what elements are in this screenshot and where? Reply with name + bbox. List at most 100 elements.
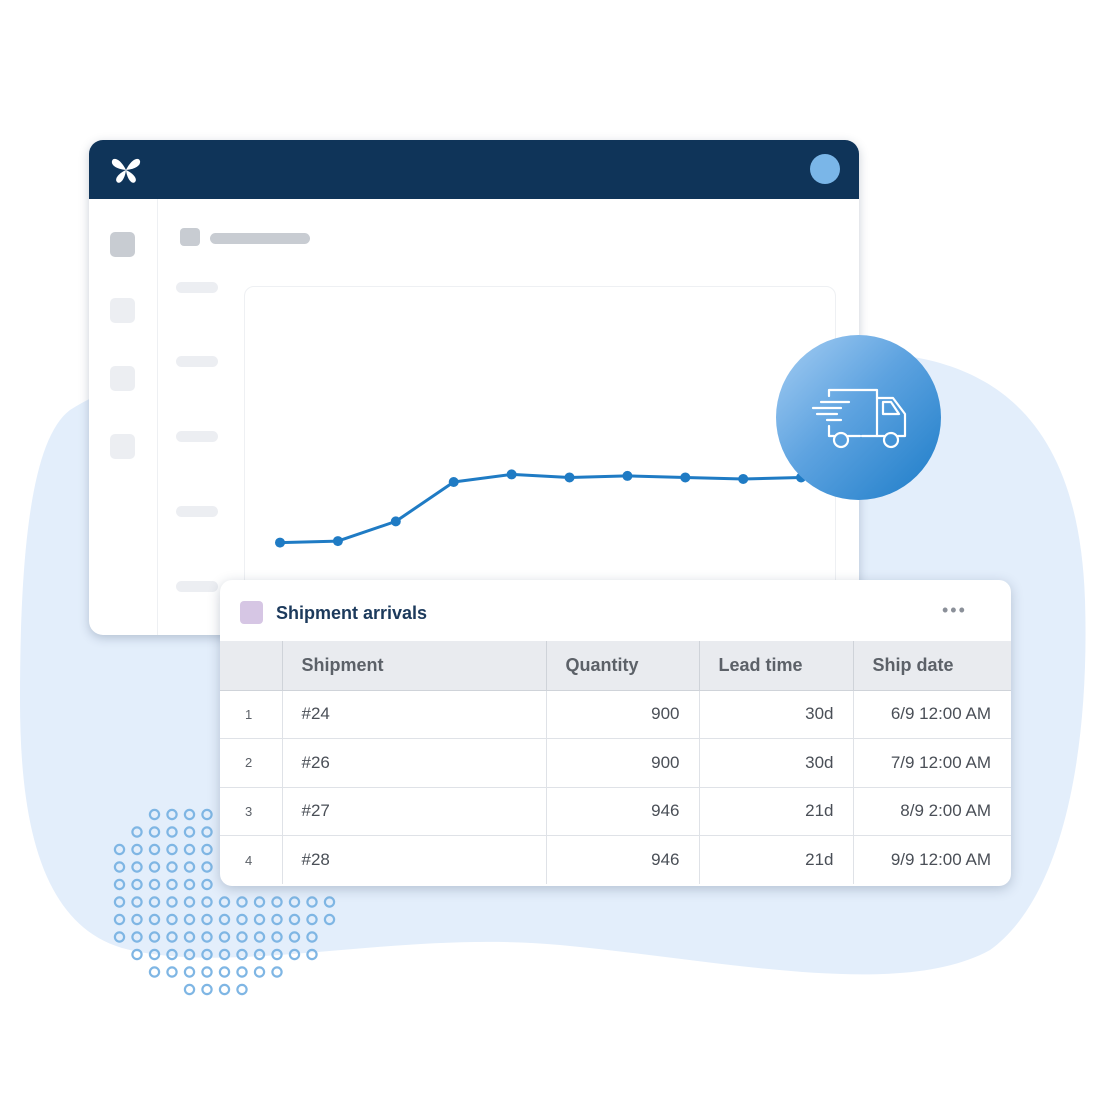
- pattern-dot: [288, 948, 301, 961]
- more-options-icon[interactable]: •••: [942, 600, 967, 620]
- pattern-dot: [201, 878, 213, 891]
- pattern-dot: [166, 826, 178, 838]
- pattern-dot: [131, 913, 143, 926]
- table-icon: [240, 601, 263, 624]
- cell-lead-time[interactable]: 30d: [699, 690, 854, 739]
- table-row[interactable]: 4 #28 946 21d 9/9 12:00 AM: [220, 835, 1011, 884]
- cell-quantity[interactable]: 900: [546, 690, 700, 739]
- pattern-dot: [148, 843, 161, 856]
- column-header-ship-date[interactable]: Ship date: [853, 641, 1011, 691]
- pattern-dot: [253, 948, 266, 961]
- pattern-dot: [253, 931, 266, 943]
- app-window: [89, 140, 859, 635]
- table-row[interactable]: 3 #27 946 21d 8/9 2:00 AM: [220, 787, 1011, 836]
- pattern-dot: [201, 966, 213, 978]
- pattern-dot: [131, 948, 143, 961]
- cell-shipment[interactable]: #27: [282, 787, 547, 836]
- pattern-dot: [271, 966, 283, 978]
- cell-ship-date[interactable]: 7/9 12:00 AM: [853, 738, 1011, 788]
- cell-ship-date[interactable]: 6/9 12:00 AM: [853, 690, 1011, 739]
- pattern-dot: [183, 931, 196, 943]
- chart-card: [244, 286, 836, 635]
- pattern-dot: [148, 948, 161, 961]
- column-header-index[interactable]: [220, 641, 283, 691]
- sidebar-item-1[interactable]: [110, 232, 135, 257]
- chart-point: [506, 469, 517, 480]
- pattern-dot: [166, 878, 178, 891]
- pattern-dot: [306, 896, 318, 908]
- pattern-dot: [201, 808, 213, 821]
- pattern-dot: [148, 931, 161, 943]
- pattern-dot: [218, 931, 231, 943]
- cell-quantity[interactable]: 946: [546, 787, 700, 836]
- pattern-dot: [131, 878, 143, 891]
- pattern-dot: [323, 913, 336, 926]
- sidebar-item-3[interactable]: [110, 366, 135, 391]
- table-row[interactable]: 2 #26 900 30d 7/9 12:00 AM: [220, 738, 1011, 788]
- pattern-dot: [323, 896, 336, 908]
- table-header-row: Shipment Quantity Lead time Ship date: [220, 641, 1011, 691]
- pattern-dot: [201, 931, 213, 943]
- card-header: Shipment arrivals •••: [220, 580, 1011, 642]
- pattern-dot: [113, 913, 126, 926]
- cell-ship-date[interactable]: 9/9 12:00 AM: [890, 850, 991, 869]
- y-axis-label-placeholder: [176, 431, 218, 442]
- cell-quantity[interactable]: 900: [546, 738, 700, 788]
- pattern-dot: [166, 966, 178, 978]
- page-header-icon: [180, 228, 200, 246]
- pattern-dot: [148, 966, 161, 978]
- sidebar-item-4[interactable]: [110, 434, 135, 459]
- pattern-dot: [218, 948, 231, 961]
- cell-lead-time[interactable]: 30d: [699, 738, 854, 788]
- column-header-quantity[interactable]: Quantity: [546, 641, 700, 691]
- cell-lead-time[interactable]: 21d: [699, 835, 854, 884]
- pattern-dot: [201, 861, 213, 873]
- delivery-truck-icon: [811, 388, 907, 449]
- pattern-dot: [166, 843, 178, 856]
- cell-shipment[interactable]: #28: [282, 835, 547, 884]
- chart-series-line: [279, 472, 802, 545]
- user-avatar[interactable]: [810, 154, 840, 184]
- pattern-dot: [183, 843, 196, 856]
- pattern-dot: [131, 826, 143, 838]
- y-axis-label-placeholder: [176, 581, 218, 592]
- sidebar-item-2[interactable]: [110, 298, 135, 323]
- pattern-dot: [148, 826, 161, 838]
- pattern-dot: [236, 983, 248, 996]
- pattern-dot: [253, 896, 266, 908]
- pattern-dot: [236, 931, 248, 943]
- cell-lead-time[interactable]: 21d: [699, 787, 854, 836]
- cell-quantity[interactable]: 946: [546, 835, 700, 884]
- butterfly-logo-icon[interactable]: [110, 154, 142, 186]
- column-header-lead-time[interactable]: Lead time: [699, 641, 854, 691]
- pattern-dot: [183, 826, 196, 838]
- row-index: 2: [220, 738, 283, 788]
- pattern-dot: [271, 913, 283, 926]
- pattern-dot: [236, 913, 248, 926]
- row-index: 4: [220, 835, 283, 884]
- cell-ship-date[interactable]: 8/9 2:00 AM: [853, 787, 1011, 836]
- cell-shipment[interactable]: #24: [282, 690, 547, 739]
- chart-point: [332, 536, 343, 547]
- column-header-shipment[interactable]: Shipment: [282, 641, 547, 691]
- pattern-dot: [201, 948, 213, 961]
- pattern-dot: [201, 826, 213, 838]
- pattern-dot: [218, 896, 231, 908]
- pattern-dot: [131, 896, 143, 908]
- cell-shipment[interactable]: #26: [282, 738, 547, 788]
- pattern-dot: [166, 861, 178, 873]
- chart-point: [390, 516, 401, 527]
- pattern-dot: [166, 896, 178, 908]
- pattern-dot: [166, 913, 178, 926]
- pattern-dot: [183, 861, 196, 873]
- pattern-dot: [236, 896, 248, 908]
- row-index: 3: [220, 787, 283, 836]
- table-row[interactable]: 1 #24 900 30d 6/9 12:00 AM: [220, 690, 1011, 739]
- pattern-dot: [183, 948, 196, 961]
- chart-point: [564, 472, 575, 483]
- pattern-dot: [253, 966, 266, 978]
- shipment-arrivals-card: Shipment arrivals ••• Shipment Quantity …: [220, 580, 1011, 886]
- pattern-dot: [148, 896, 161, 908]
- shipment-table: Shipment Quantity Lead time Ship date 1 …: [220, 641, 1011, 884]
- pattern-dot: [306, 948, 318, 961]
